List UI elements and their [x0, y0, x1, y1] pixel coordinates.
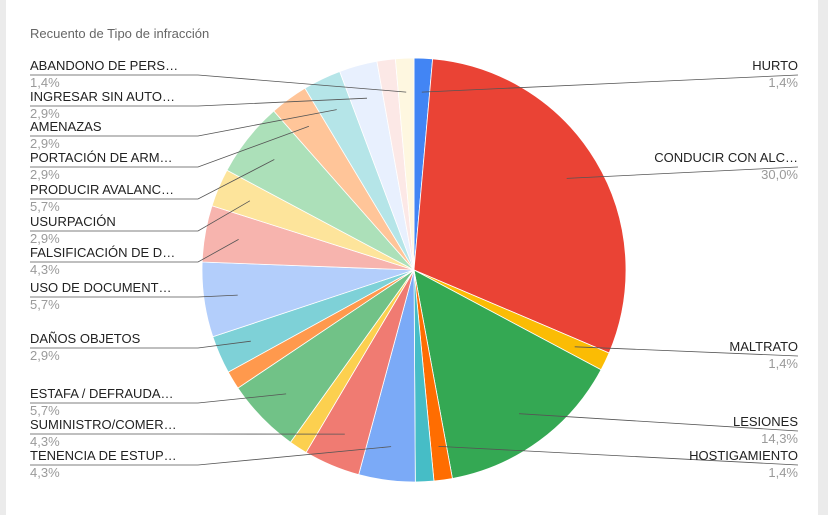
slice-percent-ingresar-sin-auto: 2,9% [30, 106, 60, 121]
leader-line-maltrato [574, 346, 799, 357]
slice-percent-lesiones: 14,3% [761, 431, 798, 446]
slice-label-danos-objetos: DAÑOS OBJETOS [30, 331, 141, 346]
leader-line-abandono-de-pers [30, 74, 407, 93]
pie-slice-lesiones[interactable] [413, 269, 602, 479]
slice-percent-portacion-de-arm: 2,9% [30, 167, 60, 182]
leader-line-hostigamiento [438, 446, 799, 466]
slice-percent-maltrato: 1,4% [768, 356, 798, 371]
slice-label-lesiones: LESIONES [733, 414, 798, 429]
pie-slice-conducir-con-alc[interactable] [413, 58, 627, 354]
leader-line-falsificacion-de-d [30, 239, 239, 263]
slice-percent-tenencia-de-estup: 4,3% [30, 465, 60, 480]
slice-percent-danos-objetos: 2,9% [30, 348, 60, 363]
slice-label-estafa-defrauda: ESTAFA / DEFRAUDA… [30, 386, 174, 401]
leader-line-amenazas [30, 109, 337, 137]
slice-label-usurpacion: USURPACIÓN [30, 214, 116, 229]
slice-label-suministro-comer: SUMINISTRO/COMER… [30, 417, 177, 432]
slice-percent-uso-de-document: 5,7% [30, 297, 60, 312]
slice-percent-usurpacion: 2,9% [30, 231, 60, 246]
leader-line-hurto [421, 74, 799, 93]
leader-line-ingresar-sin-auto [30, 97, 368, 107]
slice-label-maltrato: MALTRATO [729, 339, 798, 354]
leader-line-conducir-con-alc [566, 166, 799, 179]
slice-label-portacion-de-arm: PORTACIÓN DE ARM… [30, 150, 173, 165]
slice-percent-producir-avalanc: 5,7% [30, 199, 60, 214]
slice-percent-falsificacion-de-d: 4,3% [30, 262, 60, 277]
slice-percent-amenazas: 2,9% [30, 136, 60, 151]
slice-percent-abandono-de-pers: 1,4% [30, 75, 60, 90]
leader-line-danos-objetos [30, 340, 251, 349]
slice-label-uso-de-document: USO DE DOCUMENT… [30, 280, 172, 295]
slice-label-amenazas: AMENAZAS [30, 119, 102, 134]
slice-label-conducir-con-alc: CONDUCIR CON ALC… [654, 150, 798, 165]
slice-label-ingresar-sin-auto: INGRESAR SIN AUTO… [30, 89, 175, 104]
leader-line-usurpacion [30, 200, 251, 232]
slice-label-hostigamiento: HOSTIGAMIENTO [689, 448, 798, 463]
leader-line-portacion-de-arm [30, 125, 310, 168]
leader-line-producir-avalanc [30, 159, 275, 200]
slice-labels: HURTO 1,4% CONDUCIR CON ALC… 30,0% MALTRATO 1… [30, 58, 798, 480]
slice-percent-suministro-comer: 4,3% [30, 434, 60, 449]
slice-percent-hurto: 1,4% [768, 75, 798, 90]
pie-slices [201, 57, 627, 483]
slice-percent-conducir-con-alc: 30,0% [761, 167, 798, 182]
slice-label-hurto: HURTO [752, 58, 798, 73]
chart-title: Recuento de Tipo de infracción [30, 26, 210, 41]
slice-label-abandono-de-pers: ABANDONO DE PERS… [30, 58, 178, 73]
leader-line-estafa-defrauda [30, 393, 287, 404]
slice-percent-hostigamiento: 1,4% [768, 465, 798, 480]
pie-slice-abandono-de-pers[interactable] [394, 57, 415, 271]
slice-percent-estafa-defrauda: 5,7% [30, 403, 60, 418]
leader-line-tenencia-de-estup [30, 446, 392, 466]
leader-line-lesiones [519, 413, 799, 432]
slice-label-falsificacion-de-d: FALSIFICACIÓN DE D… [30, 245, 175, 260]
slice-label-tenencia-de-estup: TENENCIA DE ESTUP… [30, 448, 177, 463]
leader-line-uso-de-document [30, 294, 238, 298]
slice-label-producir-avalanc: PRODUCIR AVALANC… [30, 182, 174, 197]
